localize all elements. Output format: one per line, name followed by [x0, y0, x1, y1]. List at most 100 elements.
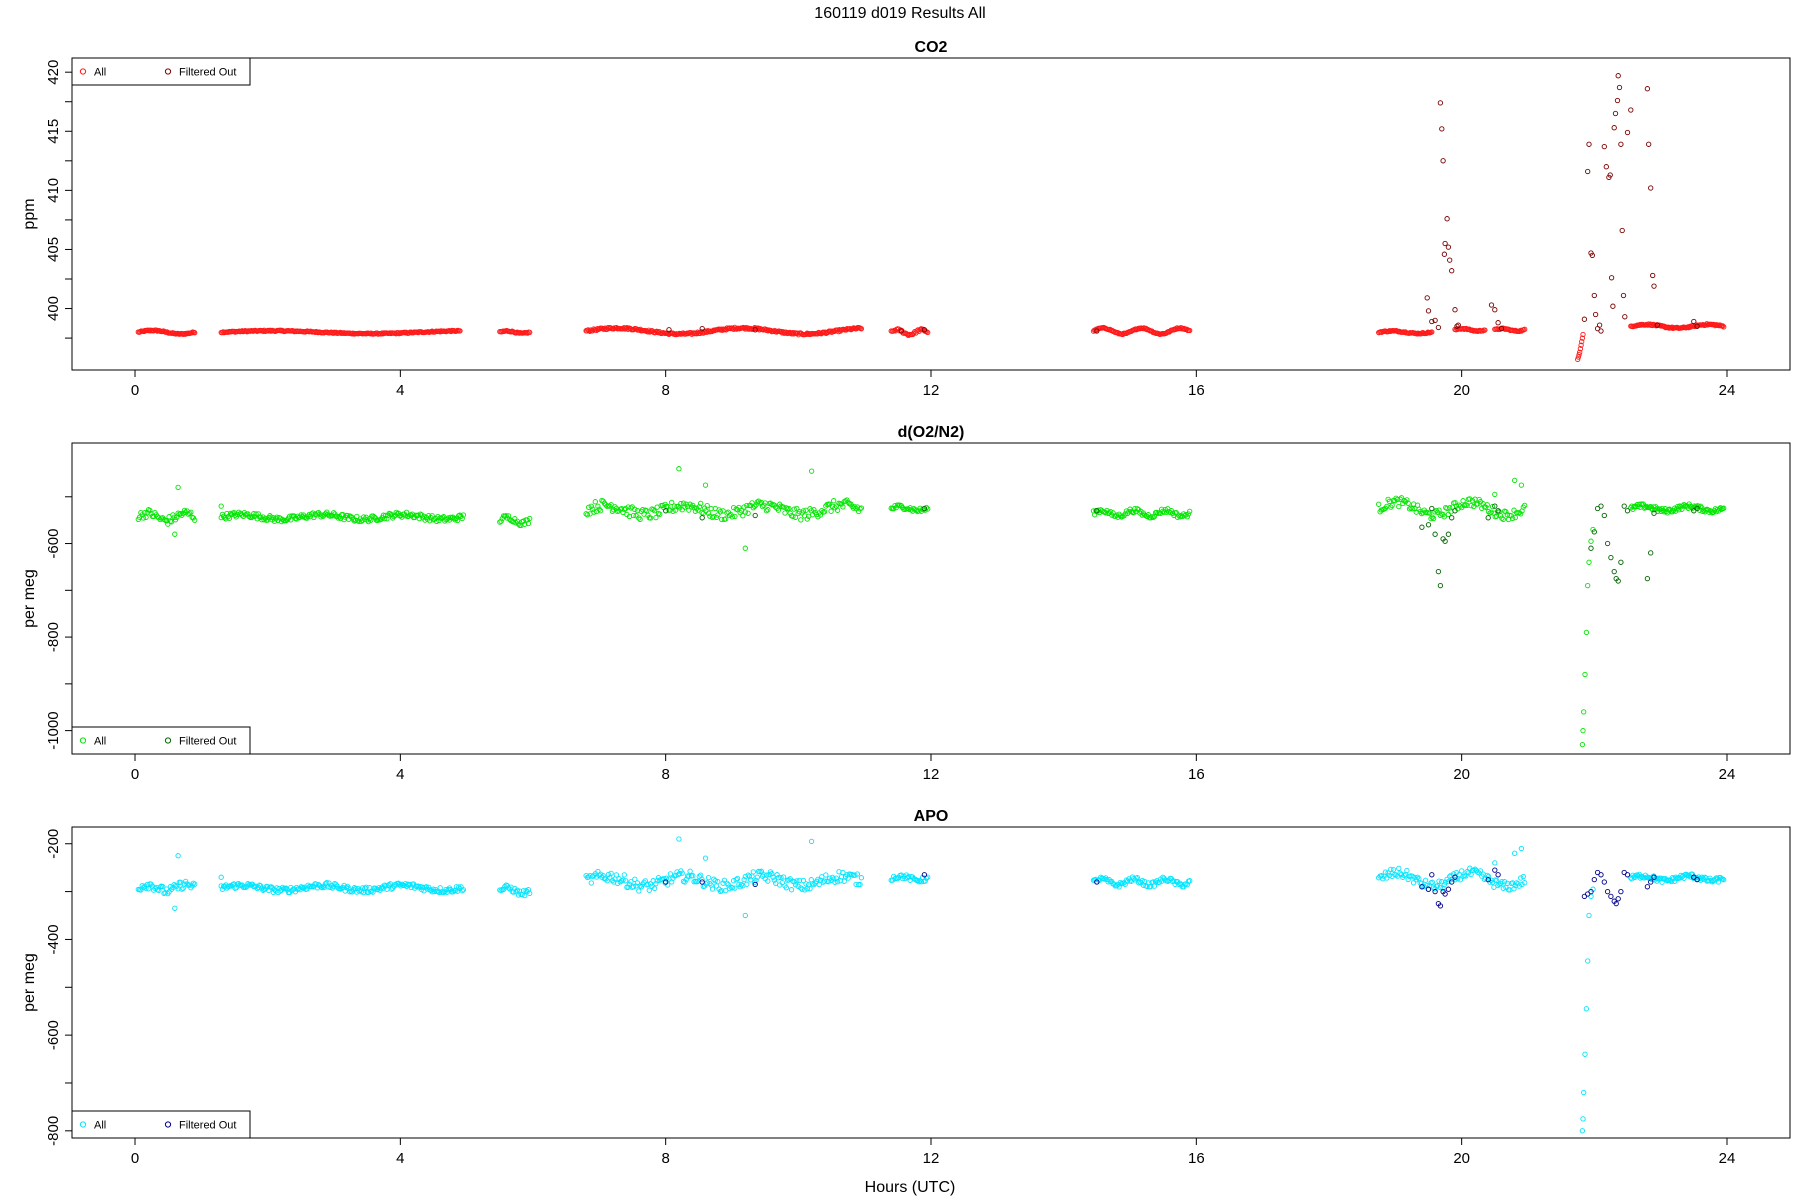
data-point-all	[1171, 878, 1177, 884]
data-point-all	[514, 887, 520, 893]
data-point-filtered	[1594, 505, 1601, 512]
data-point-all	[523, 887, 529, 894]
data-point-filtered	[1598, 872, 1604, 878]
data-point-all	[427, 518, 433, 524]
data-point-all	[1177, 514, 1183, 520]
legend-marker-filtered	[164, 737, 172, 744]
data-point-filtered	[1611, 125, 1617, 131]
data-point-filtered	[1608, 893, 1614, 900]
data-point-filtered	[1651, 283, 1657, 289]
data-point-all	[386, 882, 392, 888]
data-point-all	[678, 500, 684, 507]
legend-box	[71, 57, 251, 86]
data-point-all	[1457, 877, 1464, 883]
data-point-all	[1518, 845, 1525, 852]
y-tick-label: -200	[45, 829, 62, 859]
data-point-all	[1432, 886, 1438, 892]
data-point-all	[789, 331, 795, 337]
data-point-all	[1164, 329, 1170, 335]
data-point-filtered	[1425, 886, 1432, 892]
scatter-points	[135, 73, 1727, 363]
data-point-filtered	[1495, 320, 1501, 326]
data-point-all	[319, 512, 325, 518]
data-point-all	[274, 514, 280, 520]
data-point-all	[1447, 873, 1453, 880]
data-point-all	[186, 510, 193, 516]
y-tick-label: 415	[45, 119, 62, 144]
data-point-all	[702, 482, 709, 488]
data-point-all	[460, 512, 467, 518]
data-point-all	[653, 880, 659, 887]
data-point-all	[925, 329, 931, 336]
data-point-all	[1426, 883, 1433, 889]
data-point-all	[1404, 867, 1410, 874]
data-point-all	[783, 505, 789, 511]
data-point-all	[805, 331, 811, 337]
data-point-all	[1499, 879, 1505, 885]
data-point-all	[676, 466, 682, 472]
data-point-all	[628, 879, 634, 885]
data-point-all	[351, 885, 358, 891]
x-tick-label: 16	[1188, 1150, 1205, 1167]
data-point-all	[1522, 502, 1528, 509]
data-point-all	[698, 500, 704, 507]
x-tick-label: 0	[131, 382, 139, 399]
data-point-all	[437, 885, 443, 891]
legend-label-filtered: Filtered Out	[179, 1120, 236, 1132]
y-tick-label: 410	[45, 178, 62, 203]
data-point-all	[527, 890, 533, 897]
data-point-all	[1429, 514, 1435, 520]
data-point-filtered	[1694, 876, 1700, 883]
data-point-filtered	[1608, 554, 1614, 561]
scatter-points	[135, 836, 1727, 1134]
data-point-filtered	[1651, 874, 1657, 880]
data-point-all	[387, 511, 394, 517]
data-point-all	[702, 855, 709, 861]
data-point-filtered	[1094, 879, 1100, 885]
data-point-all	[687, 501, 693, 507]
panel-title: CO2	[915, 39, 948, 56]
data-point-all	[1409, 506, 1415, 512]
data-point-all	[699, 876, 705, 883]
data-point-all	[608, 870, 614, 877]
data-point-all	[172, 905, 178, 911]
data-point-all	[277, 888, 283, 894]
data-point-all	[692, 508, 699, 514]
data-point-all	[1661, 509, 1667, 515]
data-point-all	[179, 886, 185, 892]
data-point-all	[745, 510, 751, 516]
data-point-all	[175, 853, 181, 859]
data-point-all	[638, 884, 645, 890]
data-point-all	[1176, 881, 1182, 887]
data-point-all	[1575, 354, 1582, 360]
data-point-all	[459, 887, 465, 894]
data-point-all	[1516, 883, 1522, 889]
data-point-all	[588, 503, 594, 509]
data-point-all	[1654, 506, 1660, 512]
legend-label-filtered: Filtered Out	[179, 67, 236, 79]
data-point-all	[834, 879, 841, 885]
legend: All Filtered Out	[71, 57, 251, 86]
data-point-filtered	[1628, 107, 1634, 113]
data-point-all	[1401, 498, 1407, 504]
data-point-all	[749, 500, 755, 506]
x-tick-label: 4	[396, 382, 404, 399]
data-point-filtered	[1620, 292, 1627, 299]
data-point-all	[1187, 327, 1193, 334]
panel-title: APO	[914, 808, 949, 825]
data-point-filtered	[1488, 302, 1495, 308]
data-point-all	[669, 499, 675, 506]
data-point-filtered	[1694, 505, 1700, 512]
data-point-all	[517, 888, 523, 894]
data-point-all	[224, 510, 230, 517]
data-point-all	[807, 885, 813, 892]
x-tick-label: 16	[1188, 382, 1205, 399]
data-point-all	[1583, 629, 1590, 636]
data-point-filtered	[1603, 164, 1609, 170]
data-point-all	[811, 881, 817, 888]
data-point-all	[651, 885, 658, 892]
data-point-all	[705, 874, 712, 881]
data-point-all	[1720, 323, 1726, 329]
data-point-all	[1410, 880, 1417, 886]
data-point-all	[858, 875, 865, 881]
